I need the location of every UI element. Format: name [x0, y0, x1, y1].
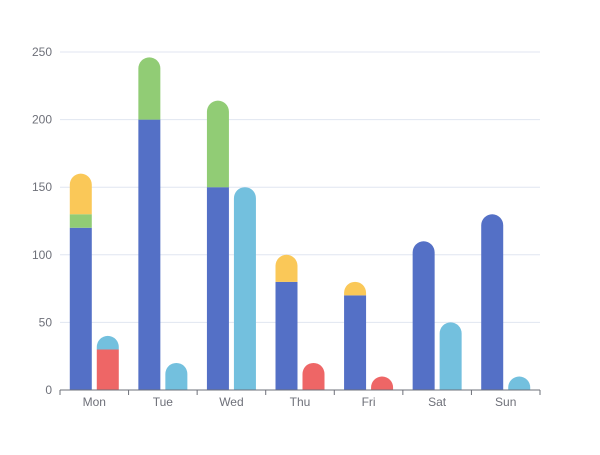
x-tick-label-fri: Fri — [362, 395, 376, 409]
bar-mon-stack1-seg1 — [69, 227, 92, 390]
bars — [69, 57, 531, 390]
y-tick-label-150: 150 — [32, 180, 52, 194]
bar-fri-stack1-seg3 — [344, 281, 367, 296]
grid-lines — [60, 51, 540, 323]
bar-mon-stack2-seg2 — [96, 335, 119, 350]
bar-thu-stack1-seg1 — [275, 281, 298, 390]
bar-fri-stack1-seg1 — [344, 295, 367, 390]
bar-tue-stack2-seg2 — [165, 362, 188, 390]
y-tick-label-50: 50 — [39, 315, 53, 329]
y-tick-label-200: 200 — [32, 113, 52, 127]
bar-sat-stack1-seg1 — [412, 241, 435, 390]
bar-fri-stack2-seg1 — [371, 376, 394, 390]
x-tick-label-mon: Mon — [83, 395, 106, 409]
bar-mon-stack1-seg3 — [69, 173, 92, 215]
x-tick-label-thu: Thu — [290, 395, 311, 409]
axes: 0 50 100 150 200 250 Mon Tue Wed Thu Fri Sat Sun — [32, 45, 541, 409]
x-tick-label-sat: Sat — [428, 395, 447, 409]
x-tick-label-wed: Wed — [219, 395, 243, 409]
bar-tue-stack1-seg1 — [138, 119, 161, 390]
x-tick-label-sun: Sun — [495, 395, 516, 409]
bar-wed-stack1-seg2 — [206, 100, 229, 188]
bar-wed-stack2-seg2 — [233, 187, 256, 390]
bar-tue-stack1-seg2 — [138, 57, 161, 120]
bar-thu-stack2-seg1 — [302, 362, 325, 390]
y-tick-label-100: 100 — [32, 248, 52, 262]
y-tick-label-0: 0 — [45, 383, 52, 397]
y-tick-label-250: 250 — [32, 45, 52, 59]
bar-thu-stack1-seg3 — [275, 254, 298, 282]
bar-sun-stack2-seg2 — [508, 376, 531, 390]
x-tick-label-tue: Tue — [153, 395, 174, 409]
bar-mon-stack2-seg1 — [96, 349, 119, 390]
bar-sat-stack2-seg2 — [439, 322, 462, 390]
bar-sun-stack1-seg1 — [481, 214, 504, 390]
bar-wed-stack1-seg1 — [206, 187, 229, 390]
bar-mon-stack1-seg2 — [69, 214, 92, 228]
